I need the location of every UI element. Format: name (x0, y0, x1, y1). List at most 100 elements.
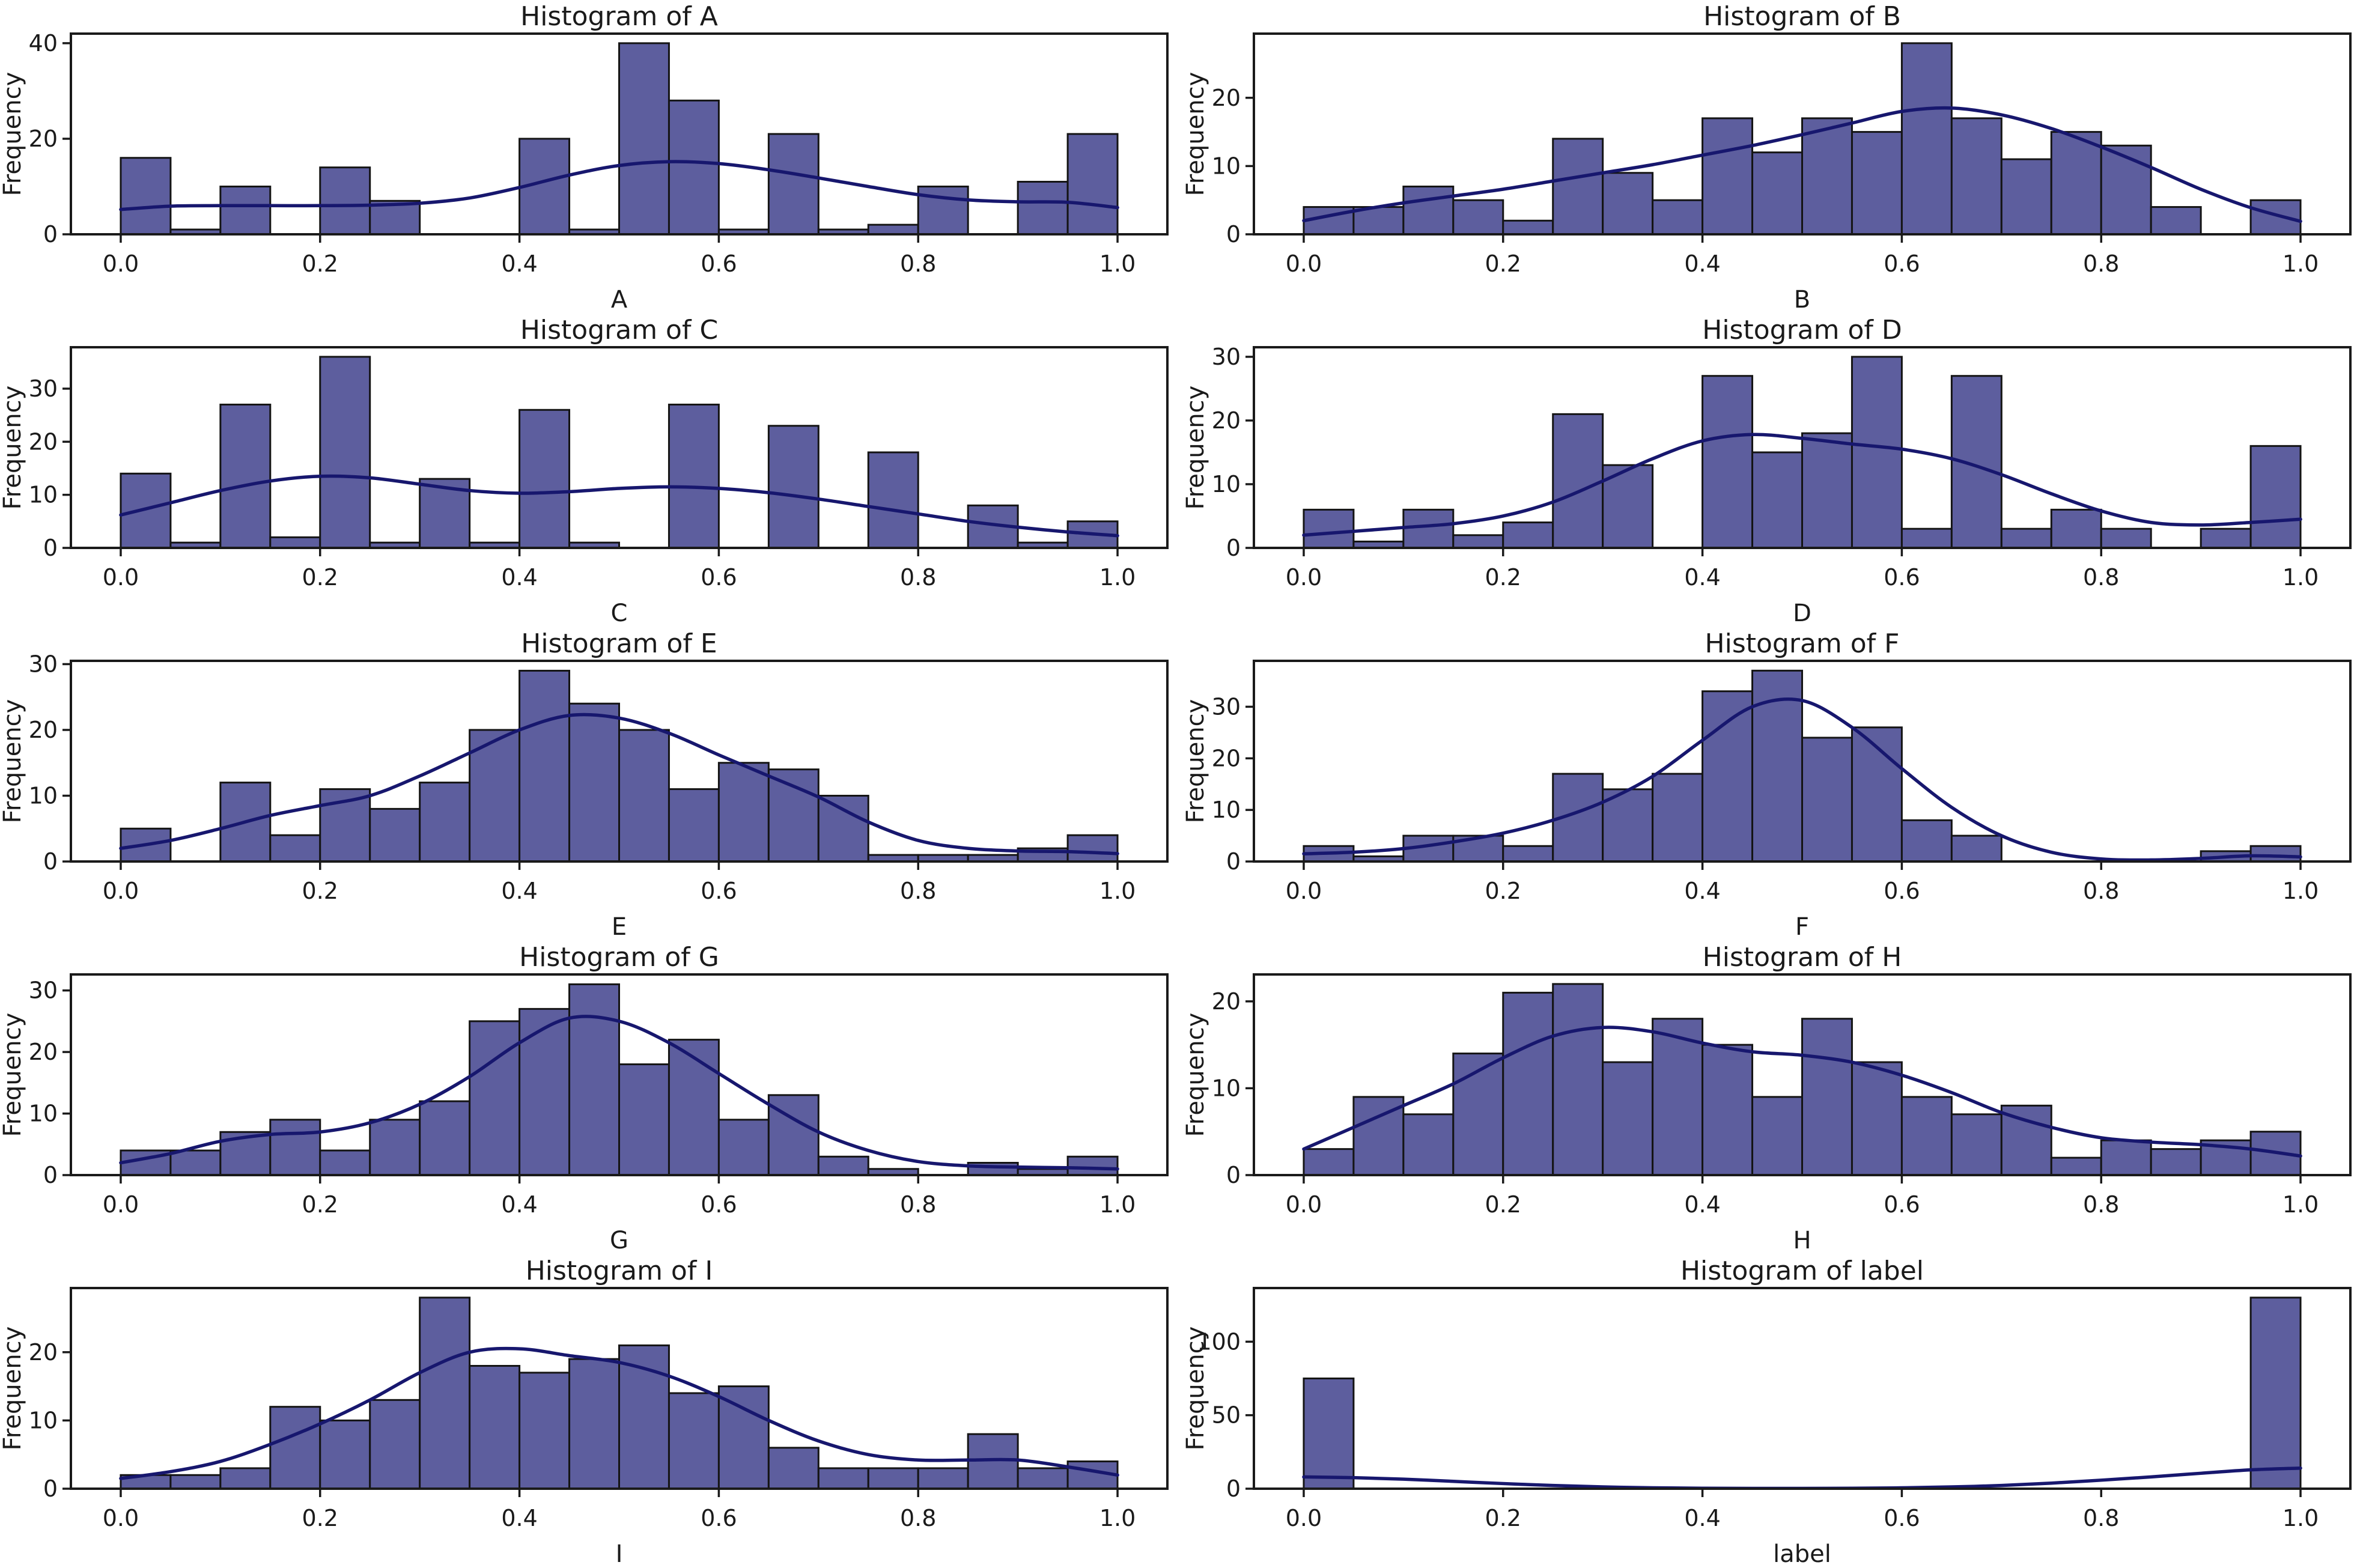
x-tick-label: 0.6 (701, 251, 737, 277)
histogram-bar (568, 702, 620, 863)
x-axis-label: B (1794, 286, 1810, 314)
histogram-bar (519, 409, 571, 549)
histogram-bar (2000, 527, 2052, 549)
histogram-bar (1066, 834, 1119, 863)
histogram-bar (2000, 1104, 2052, 1176)
x-tick-label: 0.0 (103, 1191, 139, 1218)
histogram-bar (1702, 690, 1754, 863)
x-tick-label: 0.4 (1684, 878, 1720, 904)
x-tick-label: 0.4 (1684, 564, 1720, 591)
histogram-bar (319, 166, 371, 236)
subplot-histogram-b: 0 10 20 0.0 0.2 0.4 0.6 0.8 1.0 Histogram of B B Fr… (1183, 0, 2366, 314)
kde-curve (1302, 433, 2302, 537)
kde-curve (119, 1015, 1119, 1171)
histogram-bar (668, 403, 720, 549)
x-axis-ticks: 0.0 0.2 0.4 0.6 0.8 1.0 (103, 234, 1136, 277)
subplot-histogram-i: 0 10 20 0.0 0.2 0.4 0.6 0.8 1.0 Histogram of I I Fr… (0, 1254, 1183, 1568)
axes-spines (70, 660, 1169, 863)
histogram-bar (1602, 172, 1654, 236)
y-axis-ticks: 0 10 20 (29, 1339, 71, 1502)
y-tick-label: 20 (1212, 407, 1241, 434)
x-tick-label: 0.0 (1286, 564, 1322, 591)
histogram-bar (269, 1119, 321, 1176)
histogram-bar (2000, 158, 2052, 236)
histogram-bar (2249, 1296, 2302, 1490)
x-tick-label: 0.6 (1884, 251, 1920, 277)
x-tick-label: 0.8 (2083, 878, 2119, 904)
histogram-bar (1402, 508, 1455, 549)
x-tick-label: 0.0 (103, 878, 139, 904)
y-tick-label: 100 (1197, 1328, 1241, 1355)
histogram-bar (1950, 834, 2003, 863)
y-axis-ticks: 0 10 20 30 (29, 375, 71, 561)
histogram-bar (1502, 521, 1554, 549)
subplot-histogram-a-canvas: 0 20 40 0.0 0.2 0.4 0.6 0.8 1.0 Histogram of A A Fr… (0, 1, 1169, 314)
histogram-bar (1801, 1018, 1853, 1176)
axes-spines (1253, 660, 2352, 863)
y-tick-label: 20 (1212, 988, 1241, 1015)
histogram-bars (120, 42, 1119, 236)
y-axis-ticks: 0 10 20 (1212, 85, 1254, 248)
x-axis-label: F (1795, 913, 1809, 941)
histogram-bar (469, 729, 521, 863)
y-tick-label: 20 (29, 1039, 58, 1065)
histogram-bar (1801, 117, 1853, 236)
histogram-bar (1751, 151, 1803, 236)
subplot-title: Histogram of A (520, 1, 718, 32)
y-axis-ticks: 0 10 20 30 (1212, 344, 1254, 561)
subplot-histogram-a: 0 20 40 0.0 0.2 0.4 0.6 0.8 1.0 Histogram of A A Fr… (0, 0, 1183, 314)
subplot-histogram-g-canvas: 0 10 20 30 0.0 0.2 0.4 0.6 0.8 1.0 Histogram of G G… (0, 942, 1169, 1254)
x-tick-label: 0.6 (1884, 564, 1920, 591)
y-tick-label: 0 (1226, 1475, 1241, 1502)
histogram-bars (1303, 42, 2302, 236)
y-tick-label: 20 (1212, 745, 1241, 771)
axes-spines (70, 973, 1169, 1176)
x-tick-label: 0.2 (302, 1191, 338, 1218)
y-axis-label: Frequency (1183, 386, 1209, 510)
histogram-bar (1900, 819, 1953, 863)
histogram-bar (419, 782, 471, 863)
x-tick-label: 1.0 (2282, 251, 2319, 277)
kde-curve (119, 160, 1119, 211)
histogram-bar (668, 1392, 720, 1490)
histogram-bar (767, 133, 820, 236)
y-tick-label: 10 (29, 782, 58, 809)
y-tick-label: 10 (29, 482, 58, 508)
y-tick-label: 0 (43, 221, 58, 248)
histogram-bars (1303, 983, 2302, 1176)
histogram-bar (120, 472, 172, 549)
y-tick-label: 30 (1212, 344, 1241, 370)
histogram-bar (1801, 737, 1853, 863)
y-axis-label: Frequency (0, 1326, 26, 1451)
subplot-title: Histogram of H (1703, 942, 1902, 973)
y-axis-ticks: 0 10 20 (1212, 988, 1254, 1188)
y-tick-label: 20 (29, 126, 58, 152)
histogram-bar (1452, 534, 1504, 549)
histogram-bar (319, 1149, 371, 1176)
x-tick-label: 0.2 (1485, 878, 1521, 904)
histogram-bar (419, 1296, 471, 1490)
x-axis-label: H (1793, 1227, 1811, 1254)
histogram-bar (767, 1447, 820, 1490)
histogram-bar (369, 807, 421, 863)
x-tick-label: 0.6 (1884, 1191, 1920, 1218)
subplot-histogram-d: 0 10 20 30 0.0 0.2 0.4 0.6 0.8 1.0 Histogram of D D… (1183, 314, 2366, 627)
histogram-bar (1552, 413, 1604, 549)
x-tick-label: 0.2 (302, 878, 338, 904)
histogram-bar (2050, 508, 2102, 549)
x-axis-label: E (612, 913, 627, 941)
histogram-bar (169, 1474, 222, 1490)
x-tick-label: 0.4 (501, 878, 537, 904)
histogram-bar (568, 983, 620, 1176)
x-tick-label: 1.0 (2282, 1191, 2319, 1218)
x-tick-label: 0.0 (1286, 878, 1322, 904)
x-tick-label: 0.4 (501, 564, 537, 591)
subplot-histogram-f: 0 10 20 30 0.0 0.2 0.4 0.6 0.8 1.0 Histogram of F F… (1183, 627, 2366, 941)
histogram-bar (668, 1039, 720, 1176)
histogram-bar (817, 1467, 869, 1490)
histogram-bar (867, 451, 919, 549)
x-tick-label: 0.8 (900, 251, 936, 277)
x-tick-label: 1.0 (1099, 564, 1136, 591)
histogram-bar (668, 788, 720, 863)
